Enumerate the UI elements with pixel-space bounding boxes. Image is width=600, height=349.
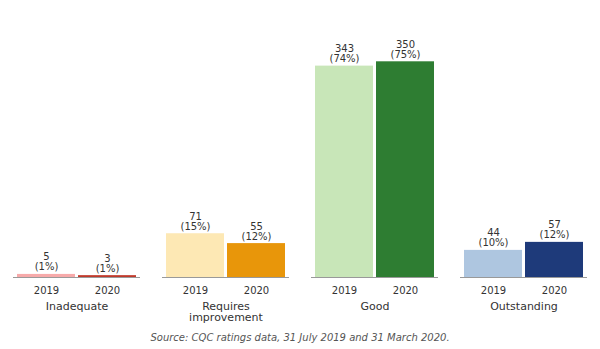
svg-text:2019: 2019 [481,285,506,296]
svg-text:2020: 2020 [542,285,567,296]
svg-text:Good: Good [361,300,390,313]
svg-text:5(1%): 5(1%) [35,251,59,272]
svg-text:343(74%): 343(74%) [329,43,359,64]
svg-text:2020: 2020 [393,285,418,296]
svg-text:2019: 2019 [332,285,357,296]
svg-text:350(75%): 350(75%) [390,39,420,60]
svg-text:2020: 2020 [244,285,269,296]
svg-text:3(1%): 3(1%) [96,253,120,274]
svg-text:44(10%): 44(10%) [478,227,508,248]
svg-text:Inadequate: Inadequate [46,300,109,313]
svg-text:2020: 2020 [95,285,120,296]
svg-text:2019: 2019 [183,285,208,296]
svg-text:Outstanding: Outstanding [490,300,558,313]
svg-text:2019: 2019 [34,285,59,296]
html-text:Source: CQC ratings data, 31 J: Source: CQC ratings data, 31 July 2019 a… [150,332,450,343]
svg-text:Requiresimprovement: Requiresimprovement [189,300,263,324]
svg-text:55(12%): 55(12%) [241,221,271,242]
svg-text:71(15%): 71(15%) [180,211,210,232]
svg-text:57(12%): 57(12%) [539,219,569,240]
